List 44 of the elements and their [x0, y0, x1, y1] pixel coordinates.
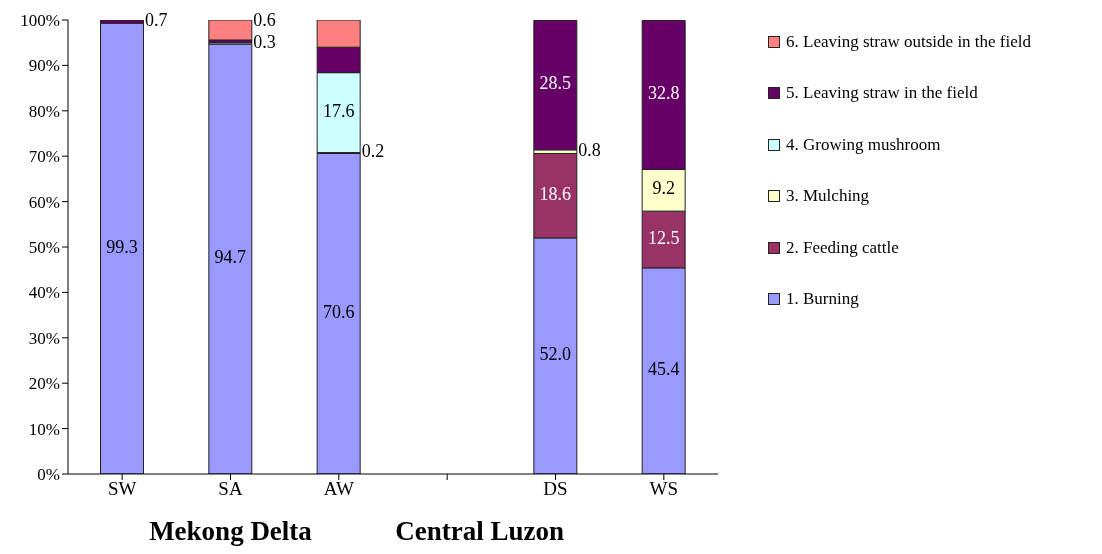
legend-label: 2. Feeding cattle [786, 237, 899, 258]
data-label: 99.3 [106, 236, 138, 257]
data-label: 9.2 [652, 178, 675, 199]
y-tick-label: 0% [37, 465, 60, 485]
data-label: 12.5 [647, 227, 680, 248]
legend-label: 6. Leaving straw outside in the field [786, 31, 1032, 52]
y-tick-label: 40% [28, 283, 60, 303]
y-tick-label: 50% [28, 238, 60, 258]
bar [533, 20, 578, 151]
y-tick-label: 30% [28, 328, 60, 348]
y-tick-label: 70% [28, 147, 60, 167]
data-label: 70.6 [322, 301, 355, 322]
data-label: 45.4 [647, 359, 680, 380]
legend-label: 5. Leaving straw in the field [786, 83, 978, 104]
legend-label: 3. Mulching [786, 186, 870, 207]
x-tick-label: AW [323, 478, 354, 500]
x-tick-label: DS [543, 478, 568, 500]
data-label: 28.5 [539, 73, 572, 94]
x-tick-label: SA [218, 478, 243, 500]
data-label: 94.7 [214, 247, 247, 268]
data-label: 17.6 [322, 100, 355, 121]
data-label: 0.6 [253, 9, 276, 30]
data-label: 0.3 [253, 31, 276, 52]
data-label: 18.6 [539, 183, 572, 204]
data-label: 0.2 [361, 141, 385, 162]
bar [208, 20, 253, 41]
y-tick-label: 100% [20, 11, 60, 31]
bar [100, 22, 144, 474]
bar [208, 43, 253, 474]
data-label: 0.7 [145, 9, 168, 30]
x-tick-label: WS [649, 478, 679, 500]
y-tick-label: 20% [28, 374, 60, 394]
y-tick-label: 60% [28, 192, 60, 212]
text: Mekong Delta [149, 516, 313, 546]
data-label: 32.8 [647, 83, 680, 104]
text: Central Luzon [395, 516, 565, 546]
y-tick-label: 80% [28, 101, 60, 121]
legend-label: 1. Burning [786, 289, 859, 310]
x-tick-label: SW [107, 478, 137, 500]
data-label: 0.8 [578, 139, 601, 160]
y-tick-label: 90% [28, 56, 60, 76]
data-label: 52.0 [539, 344, 572, 365]
legend-label: 4. Growing mushroom [786, 134, 941, 155]
y-tick-label: 10% [28, 419, 60, 439]
